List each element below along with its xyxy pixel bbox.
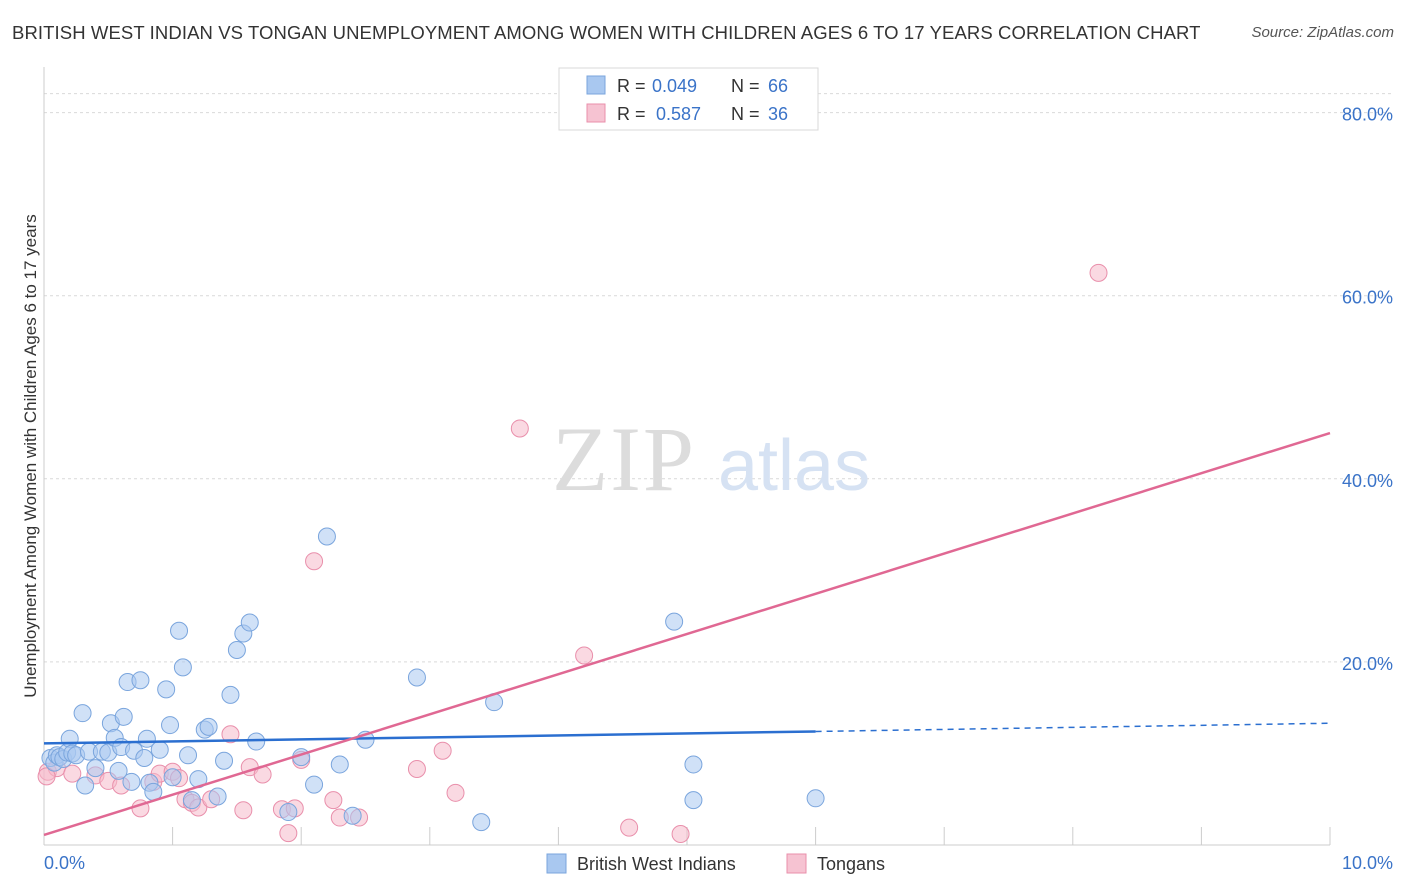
y-tick-label: 60.0% <box>1342 288 1393 308</box>
british-west-indians-point <box>343 806 362 825</box>
british-west-indians-point <box>684 791 703 810</box>
tongans-point <box>1089 263 1108 282</box>
british-west-indians-point <box>247 732 266 751</box>
legend-n-value-2: 36 <box>768 104 788 124</box>
british-west-indians-point <box>179 746 198 765</box>
tongans-point <box>446 783 465 802</box>
british-west-indians-point <box>161 716 180 735</box>
british-west-indians-point <box>114 707 133 726</box>
tongans-point <box>575 646 594 665</box>
tongans-point <box>221 725 240 744</box>
legend-r-label-1: R = <box>617 76 646 96</box>
tongans-point <box>433 741 452 760</box>
watermark: ZIP atlas <box>552 408 870 510</box>
british-west-indians-point <box>173 658 192 677</box>
british-west-indians-point <box>131 671 150 690</box>
tongans-point <box>671 825 690 844</box>
legend-n-label-1: N = <box>731 76 760 96</box>
british-west-indians-point <box>227 641 246 660</box>
x-tick-label-max: 10.0% <box>1342 853 1393 873</box>
gridlines <box>44 93 1393 663</box>
british-west-indians-point <box>684 755 703 774</box>
british-west-indians-point <box>317 527 336 546</box>
british-west-indians-point <box>109 761 128 780</box>
british-west-indians-trendline-extension <box>815 722 1331 733</box>
legend: R = 0.049 N = 66 R = 0.587 N = 36 <box>558 67 819 131</box>
british-west-indians-point <box>86 759 105 778</box>
bottom-legend-label-blue: British West Indians <box>577 854 736 874</box>
british-west-indians-point <box>199 717 218 736</box>
tongans-point <box>510 419 529 438</box>
british-west-indians-point <box>170 621 189 640</box>
y-axis-label: Unemployment Among Women with Children A… <box>21 214 40 698</box>
british-west-indians-point <box>472 813 491 832</box>
tongans-point <box>305 552 324 571</box>
tongans-point <box>620 818 639 837</box>
british-west-indians-point <box>73 704 92 723</box>
british-west-indians-point <box>135 749 154 768</box>
british-west-indians-points <box>41 527 825 832</box>
legend-r-label-2: R = <box>617 104 646 124</box>
y-tick-label: 40.0% <box>1342 471 1393 491</box>
british-west-indians-point <box>330 755 349 774</box>
british-west-indians-point <box>208 787 227 806</box>
british-west-indians-point <box>182 791 201 810</box>
watermark-atlas: atlas <box>718 426 870 506</box>
tongans-trendline <box>43 431 1331 837</box>
bottom-legend-label-pink: Tongans <box>817 854 885 874</box>
tongans-point <box>279 824 298 843</box>
watermark-zip: ZIP <box>552 408 696 510</box>
british-west-indians-point <box>221 685 240 704</box>
legend-r-value-2: 0.587 <box>656 104 701 124</box>
legend-r-value-1: 0.049 <box>652 76 697 96</box>
british-west-indians-point <box>76 776 95 795</box>
british-west-indians-point <box>157 680 176 699</box>
y-tick-label: 20.0% <box>1342 654 1393 674</box>
chart-title: BRITISH WEST INDIAN VS TONGAN UNEMPLOYME… <box>12 22 1201 43</box>
british-west-indians-point <box>806 789 825 808</box>
british-west-indians-point <box>163 768 182 787</box>
trendlines <box>43 431 1331 837</box>
source-label: Source: ZipAtlas.com <box>1251 24 1394 41</box>
y-tick-label: 80.0% <box>1342 105 1393 125</box>
legend-swatch-blue <box>586 75 606 95</box>
british-west-indians-point <box>240 613 259 632</box>
bottom-legend-swatch-pink <box>786 853 807 874</box>
british-west-indians-point <box>150 740 169 759</box>
bottom-legend: British West Indians Tongans <box>546 853 885 874</box>
legend-n-label-2: N = <box>731 104 760 124</box>
british-west-indians-point <box>279 803 298 822</box>
legend-n-value-1: 66 <box>768 76 788 96</box>
british-west-indians-point <box>60 729 79 748</box>
bottom-legend-swatch-blue <box>546 853 567 874</box>
tongans-point <box>324 791 343 810</box>
tongans-point <box>37 767 56 786</box>
british-west-indians-point <box>305 775 324 794</box>
british-west-indians-point <box>122 772 141 791</box>
british-west-indians-trendline <box>43 730 816 745</box>
legend-swatch-pink <box>586 103 606 123</box>
y-tick-labels: 20.0% 40.0% 60.0% 80.0% <box>1342 105 1393 674</box>
x-tick-label-min: 0.0% <box>44 853 85 873</box>
british-west-indians-point <box>665 612 684 631</box>
british-west-indians-point <box>215 751 234 770</box>
tongans-point <box>234 801 253 820</box>
tongans-point <box>63 764 82 783</box>
axes <box>43 67 1331 846</box>
tongans-point <box>407 760 426 779</box>
british-west-indians-point <box>407 668 426 687</box>
